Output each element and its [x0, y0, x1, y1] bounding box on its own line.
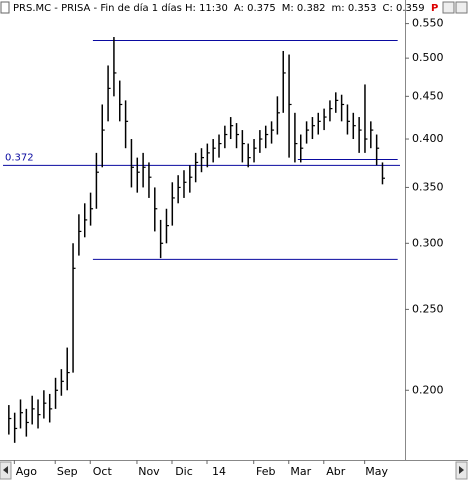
close-icon[interactable]: [455, 1, 468, 14]
y-tick-label: 0.550: [412, 17, 444, 30]
x-tick-label: Oct: [93, 465, 113, 478]
scroll-right-arrow: [459, 466, 464, 474]
stat: m: 0.353: [332, 3, 377, 14]
x-tick-label: Ago: [16, 465, 38, 478]
stat: C: 0.359: [382, 3, 424, 14]
y-tick-label: 0.450: [412, 89, 444, 102]
x-tick-label: Nov: [138, 465, 160, 478]
stat: H: 11:30: [185, 3, 228, 14]
stat: A: 0.375: [234, 3, 276, 14]
x-tick-label: 14: [212, 465, 226, 478]
stat: M: 0.382: [282, 3, 326, 14]
stats: H: 11:30 A: 0.375 M: 0.382 m: 0.353 C: 0.359: [185, 3, 425, 14]
x-tick-label: Feb: [256, 465, 275, 478]
y-tick-label: 0.300: [412, 236, 444, 249]
menu-box[interactable]: [0, 1, 10, 14]
scroll-left-arrow: [3, 466, 8, 474]
h-line-label: 0.372: [5, 152, 34, 163]
x-tick-label: Dic: [175, 465, 193, 478]
x-tick-label: Sep: [57, 465, 78, 478]
y-tick-label: 0.200: [412, 383, 444, 396]
y-tick-label: 0.250: [412, 302, 444, 315]
chart-title: PRS.MC - PRISA - Fin de día 1 días: [13, 2, 182, 14]
flag: P: [431, 3, 438, 14]
y-tick-label: 0.350: [412, 180, 444, 193]
settings-icon[interactable]: [442, 1, 455, 14]
y-tick-label: 0.400: [412, 132, 444, 145]
x-tick-label: May: [365, 465, 388, 478]
y-tick-label: 0.500: [412, 51, 444, 64]
x-tick-label: Abr: [326, 465, 346, 478]
x-tick-label: Mar: [290, 465, 311, 478]
